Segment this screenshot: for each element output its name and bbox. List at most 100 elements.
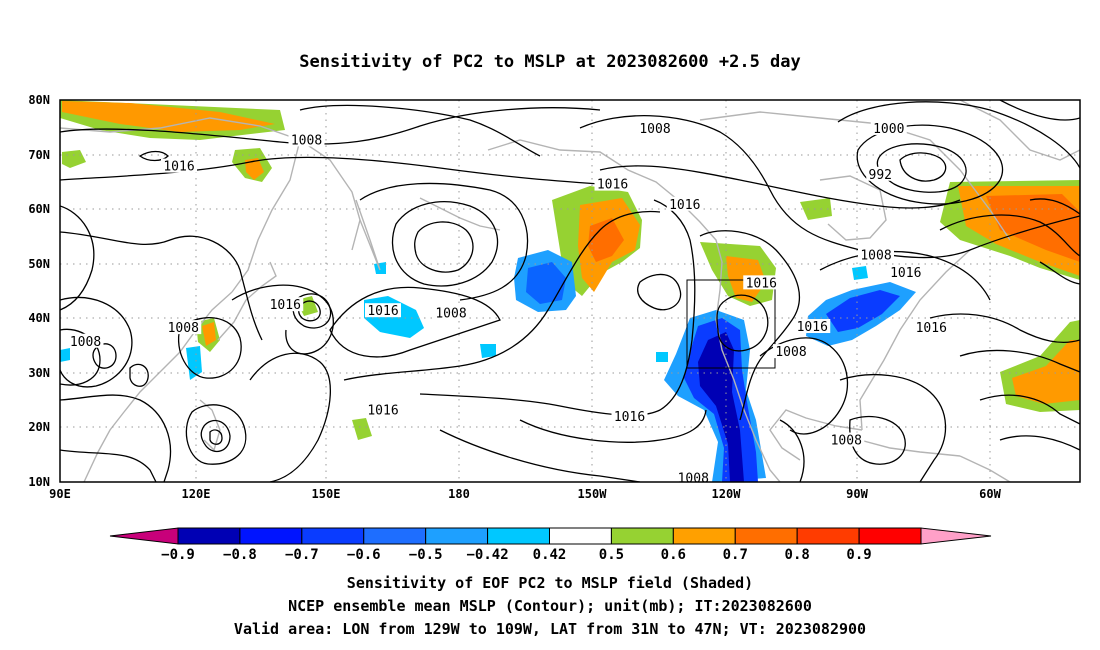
contour-label-bg bbox=[870, 120, 907, 135]
colorbar-label: −0.6 bbox=[347, 547, 381, 563]
map-content: 1008 1016 1008 1016 1016 1000 992 1008 1016 1016 1… bbox=[60, 100, 1080, 482]
lat-label: 70N bbox=[28, 148, 50, 162]
contour-line bbox=[637, 273, 682, 311]
colorbar-segment bbox=[549, 527, 612, 545]
colorbar-label: −0.42 bbox=[467, 547, 509, 563]
footer-line-2: NCEP ensemble mean MSLP (Contour); unit(… bbox=[288, 597, 812, 615]
contour-line bbox=[178, 317, 242, 379]
grid-lines bbox=[60, 100, 1080, 482]
contour-line bbox=[849, 415, 906, 465]
contour-line bbox=[856, 124, 1004, 205]
shade-sea-negative-2 bbox=[60, 348, 70, 362]
contour-line bbox=[599, 165, 961, 209]
shade-hudson-positive bbox=[800, 198, 832, 220]
contour-line bbox=[999, 435, 1080, 451]
mslp-contours bbox=[60, 100, 1080, 482]
contour-line bbox=[959, 349, 1080, 373]
coastline-okhotsk bbox=[231, 139, 301, 293]
contour-label: 1008 bbox=[860, 249, 891, 264]
colorbar-segment bbox=[425, 527, 489, 545]
lat-label: 40N bbox=[28, 311, 50, 325]
longitude-labels: 90E 120E 150E 180 150W 120W 90W 60W bbox=[49, 487, 1001, 501]
contour-line bbox=[60, 107, 601, 145]
contour-label: 1016 bbox=[367, 404, 398, 419]
lon-label: 150E bbox=[312, 487, 341, 501]
contour-label-bg bbox=[794, 319, 831, 334]
shade-aleutian-negative-core bbox=[526, 262, 566, 304]
coastline-hudson bbox=[819, 175, 887, 241]
shade-gulf-alaska-darkorange bbox=[588, 218, 624, 262]
colorbar-segment bbox=[177, 527, 241, 545]
contour-label: 1008 bbox=[168, 321, 199, 336]
colorbar-segment bbox=[487, 527, 551, 545]
shade-sea-negative-3 bbox=[656, 352, 668, 362]
contour-line bbox=[60, 394, 172, 482]
colorbar-high-extension bbox=[920, 527, 992, 545]
contour-label: 1016 bbox=[614, 410, 645, 425]
lat-label: 60N bbox=[28, 202, 50, 216]
contour-labels: 1008 1016 1008 1016 1016 1000 992 1008 1016 1016 1… bbox=[67, 120, 950, 482]
contour-line bbox=[391, 201, 499, 287]
contour-line bbox=[359, 182, 529, 301]
lat-label: 10N bbox=[28, 475, 50, 489]
contour-label-bg bbox=[267, 297, 304, 312]
contour-line bbox=[249, 352, 331, 482]
contour-line bbox=[979, 394, 1080, 425]
contour-label-bg bbox=[594, 176, 631, 191]
contour-label-bg bbox=[67, 333, 104, 348]
footer-line-3: Valid area: LON from 129W to 109W, LAT f… bbox=[234, 620, 866, 638]
contour-label-bg bbox=[887, 264, 924, 279]
contour-label: 1016 bbox=[163, 160, 194, 175]
contour-label: 1016 bbox=[270, 298, 301, 313]
contour-label: 1000 bbox=[873, 122, 904, 137]
contour-line bbox=[837, 101, 1080, 169]
contour-label: 1008 bbox=[639, 122, 670, 137]
colorbar-segment bbox=[796, 527, 860, 545]
contour-line bbox=[299, 104, 541, 157]
contour-label: 1016 bbox=[367, 304, 398, 319]
contour-line bbox=[819, 250, 991, 301]
contour-label-bg bbox=[858, 247, 894, 262]
contour-line bbox=[200, 419, 231, 453]
contour-label: 1008 bbox=[831, 434, 862, 449]
contour-label-bg bbox=[913, 320, 950, 335]
lat-label: 50N bbox=[28, 257, 50, 271]
lon-label: 90E bbox=[49, 487, 71, 501]
colorbar-label: −0.5 bbox=[409, 547, 443, 563]
contour-label-bg bbox=[675, 470, 712, 482]
lat-label: 20N bbox=[28, 420, 50, 434]
contour-label: 1016 bbox=[890, 266, 921, 281]
figure-title: Sensitivity of PC2 to MSLP at 2023082600… bbox=[299, 52, 801, 72]
colorbar-segment bbox=[239, 527, 303, 545]
coastline-greenland bbox=[959, 100, 1080, 161]
colorbar-label: 0.5 bbox=[599, 547, 624, 563]
contour-label-bg bbox=[365, 402, 401, 417]
lon-label: 120W bbox=[712, 487, 742, 501]
coastline-philippines bbox=[199, 399, 221, 452]
contour-label: 1008 bbox=[291, 133, 322, 148]
contour-line bbox=[519, 409, 707, 443]
shade-sea-negative bbox=[186, 346, 202, 380]
contour-label: 1008 bbox=[435, 306, 466, 321]
contour-line bbox=[779, 419, 805, 482]
contour-label-bg bbox=[666, 196, 703, 211]
lat-label: 80N bbox=[28, 93, 50, 107]
contour-line bbox=[939, 214, 1080, 257]
contour-line bbox=[899, 152, 947, 182]
shade-small-negative-c bbox=[852, 266, 868, 280]
latitude-labels: 80N 70N 60N 50N 40N 30N 20N 10N bbox=[28, 93, 50, 489]
contour-line bbox=[292, 293, 332, 329]
shade-california-negative-core bbox=[698, 332, 744, 482]
coastline-aleutians bbox=[419, 197, 501, 231]
coastline-caribbean bbox=[859, 439, 961, 457]
shade-arctic-orange bbox=[62, 101, 275, 132]
contour-line bbox=[60, 231, 263, 341]
colorbar-label: −0.7 bbox=[285, 547, 319, 563]
contour-label: 992 bbox=[869, 168, 892, 183]
contour-line bbox=[343, 210, 661, 381]
coastline-south-america bbox=[959, 455, 1011, 482]
colorbar-label: 0.7 bbox=[723, 547, 748, 563]
shade-greatlakes-negative-core bbox=[826, 290, 900, 332]
coastline-east-asia bbox=[83, 291, 233, 482]
lon-label: 120E bbox=[182, 487, 211, 501]
